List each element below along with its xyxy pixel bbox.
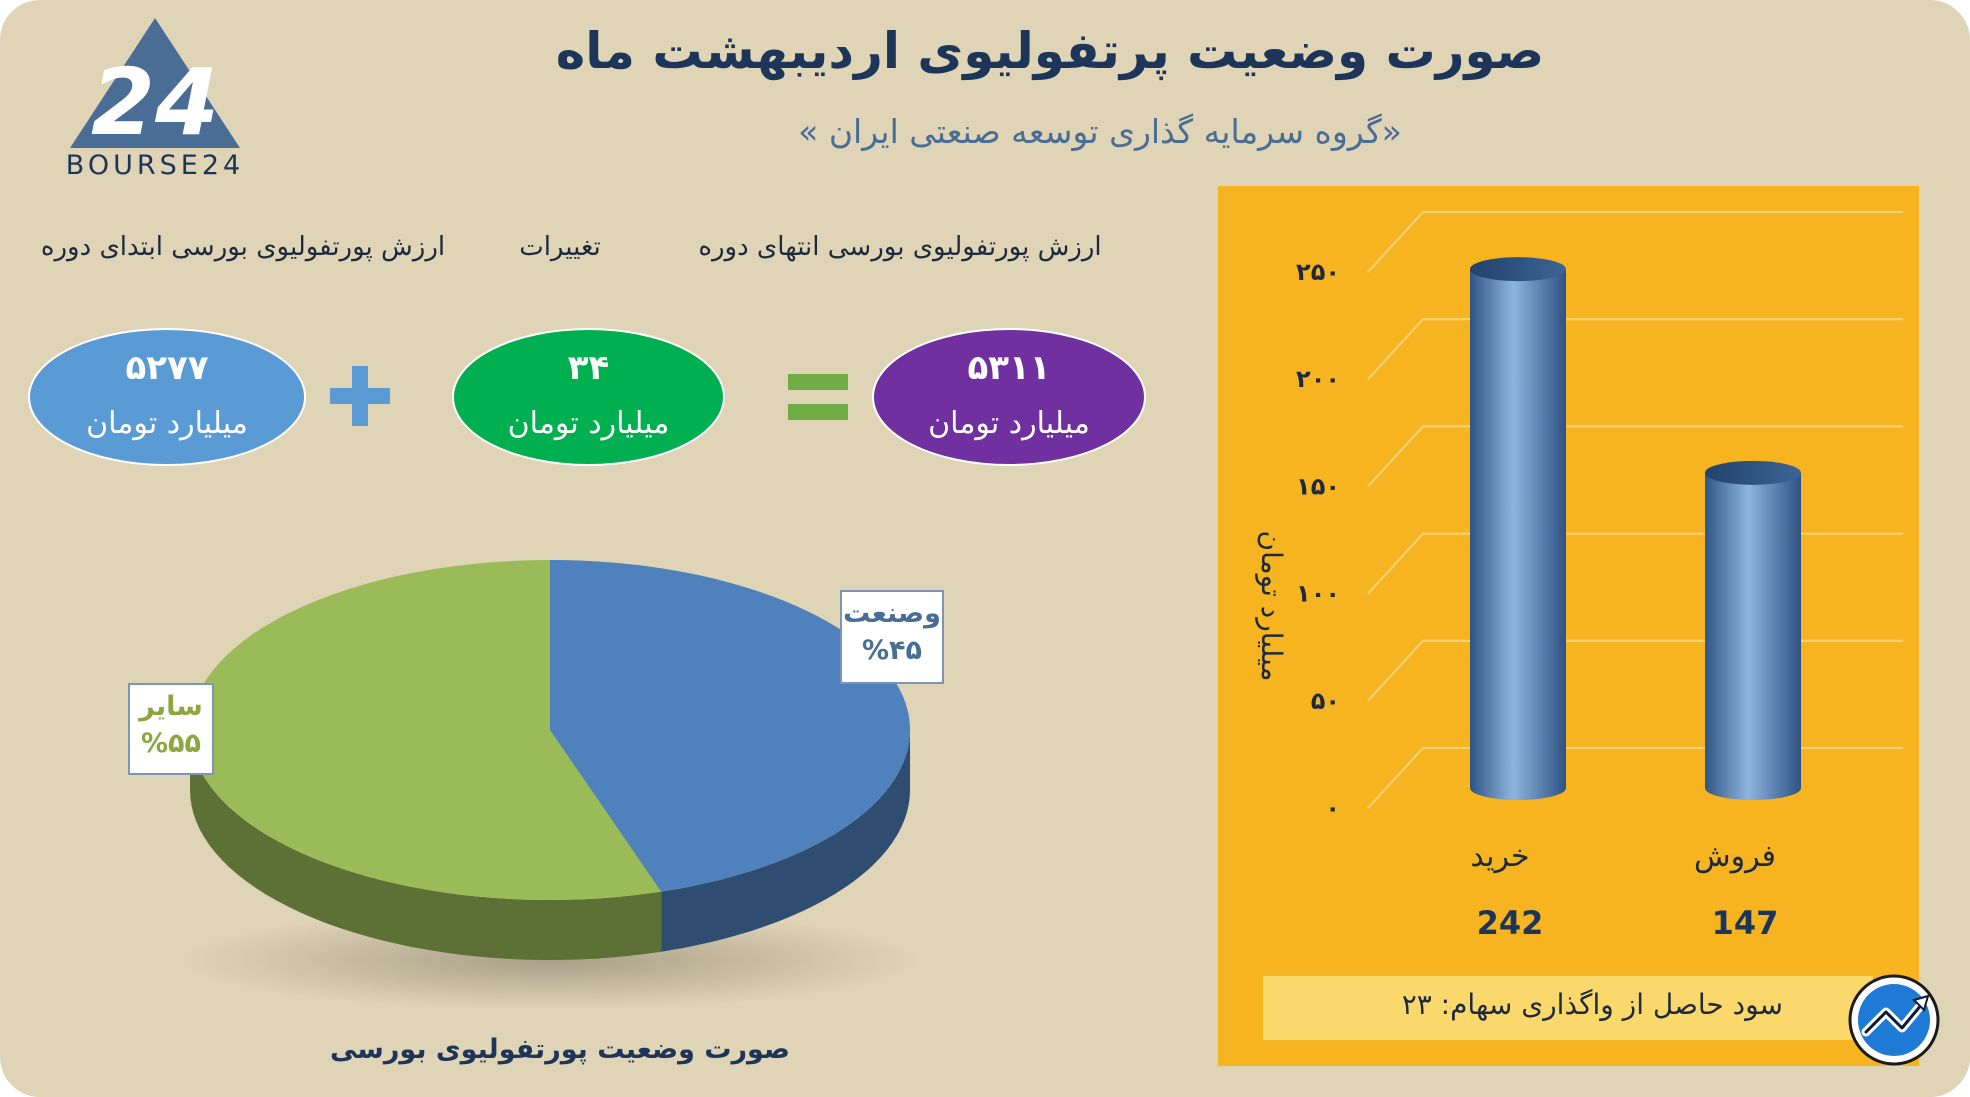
pie-label-other-name: سایر (139, 691, 203, 722)
bar-1 (1705, 460, 1801, 800)
y-tick-4: ۲۰۰ (1296, 365, 1340, 393)
grid-line-0 (1367, 747, 1903, 809)
pie-label-industry-name: وصنعت (843, 598, 941, 629)
end-value: ۵۳۱۱ (967, 348, 1051, 388)
pie-slice-side-1 (190, 730, 662, 960)
portfolio-pie-chart (180, 560, 920, 1010)
trade-chart-panel (1218, 186, 1919, 1066)
y-tick-5: ۲۵۰ (1296, 258, 1340, 286)
pie-label-industry-percent: %۴۵ (861, 635, 922, 666)
bar-ylabel: میلیارد تومان (1255, 531, 1288, 682)
pie-label-industry: وصنعت %۴۵ (840, 590, 944, 684)
start-value: ۵۲۷۷ (125, 348, 209, 388)
grid-line-2 (1367, 532, 1903, 595)
logo-mark: 24 (91, 49, 219, 156)
profit-text: سود حاصل از واگذاری سهام: ۲۳ (1401, 988, 1783, 1021)
pie-caption: صورت وضعیت پورتفولیوی بورسی (329, 1034, 791, 1065)
page-title: صورت وضعیت پرتفولیوی اردیبهشت ماه (555, 22, 1545, 80)
grid-line-4 (1367, 318, 1903, 380)
y-tick-0: ۰ (1325, 794, 1340, 822)
end-value-bubble: ۵۳۱۱ میلیارد تومان (872, 328, 1146, 466)
x-category-0: خرید (1470, 839, 1529, 874)
end-unit: میلیارد تومان (928, 406, 1090, 441)
change-value: ۳۴ (567, 348, 610, 388)
grid-line-3 (1367, 425, 1903, 488)
pie-label-other-percent: %۵۵ (140, 728, 201, 759)
y-tick-1: ۵۰ (1311, 687, 1340, 715)
change-unit: میلیارد تومان (507, 406, 670, 441)
plus-icon (330, 366, 390, 426)
start-value-bubble: ۵۲۷۷ میلیارد تومان (28, 328, 306, 466)
y-tick-2: ۱۰۰ (1296, 580, 1340, 608)
change-value-bubble: ۳۴ میلیارد تومان (452, 328, 725, 466)
bar-0 (1470, 257, 1566, 801)
label-end-value: ارزش پورتفولیوی بورسی انتهای دوره (698, 232, 1102, 262)
trade-bar-chart: ۰ ۵۰ ۱۰۰ ۱۵۰ ۲۰۰ ۲۵۰ خرید فروش 242 147 میلیارد … (1255, 211, 1903, 942)
x-category-1: فروش (1694, 839, 1776, 874)
y-tick-3: ۱۵۰ (1296, 472, 1340, 500)
start-unit: میلیارد تومان (86, 406, 248, 441)
bar-value-label-0: 242 (1477, 904, 1544, 942)
profit-box (1263, 976, 1873, 1040)
grid-line-5 (1367, 211, 1903, 273)
label-start-value: ارزش پورتفولیوی بورسی ابتدای دوره (40, 232, 446, 262)
pie-slice-side-0 (661, 730, 910, 952)
page-subtitle: «گروه سرمایه گذاری توسعه صنعتی ایران » (798, 112, 1402, 151)
logo-text: BOURSE24 (65, 150, 245, 181)
pie-label-other: سایر %۵۵ (128, 683, 214, 775)
pie-slice-1 (190, 560, 662, 900)
grid-line-1 (1367, 639, 1903, 702)
bar-value-label-1: 147 (1712, 904, 1779, 942)
label-change: تغییرات (519, 232, 601, 262)
equals-icon (788, 374, 848, 420)
bourse24-logo: 24 (70, 18, 240, 156)
trend-up-icon (1848, 974, 1940, 1066)
pie-slice-0 (550, 560, 911, 892)
